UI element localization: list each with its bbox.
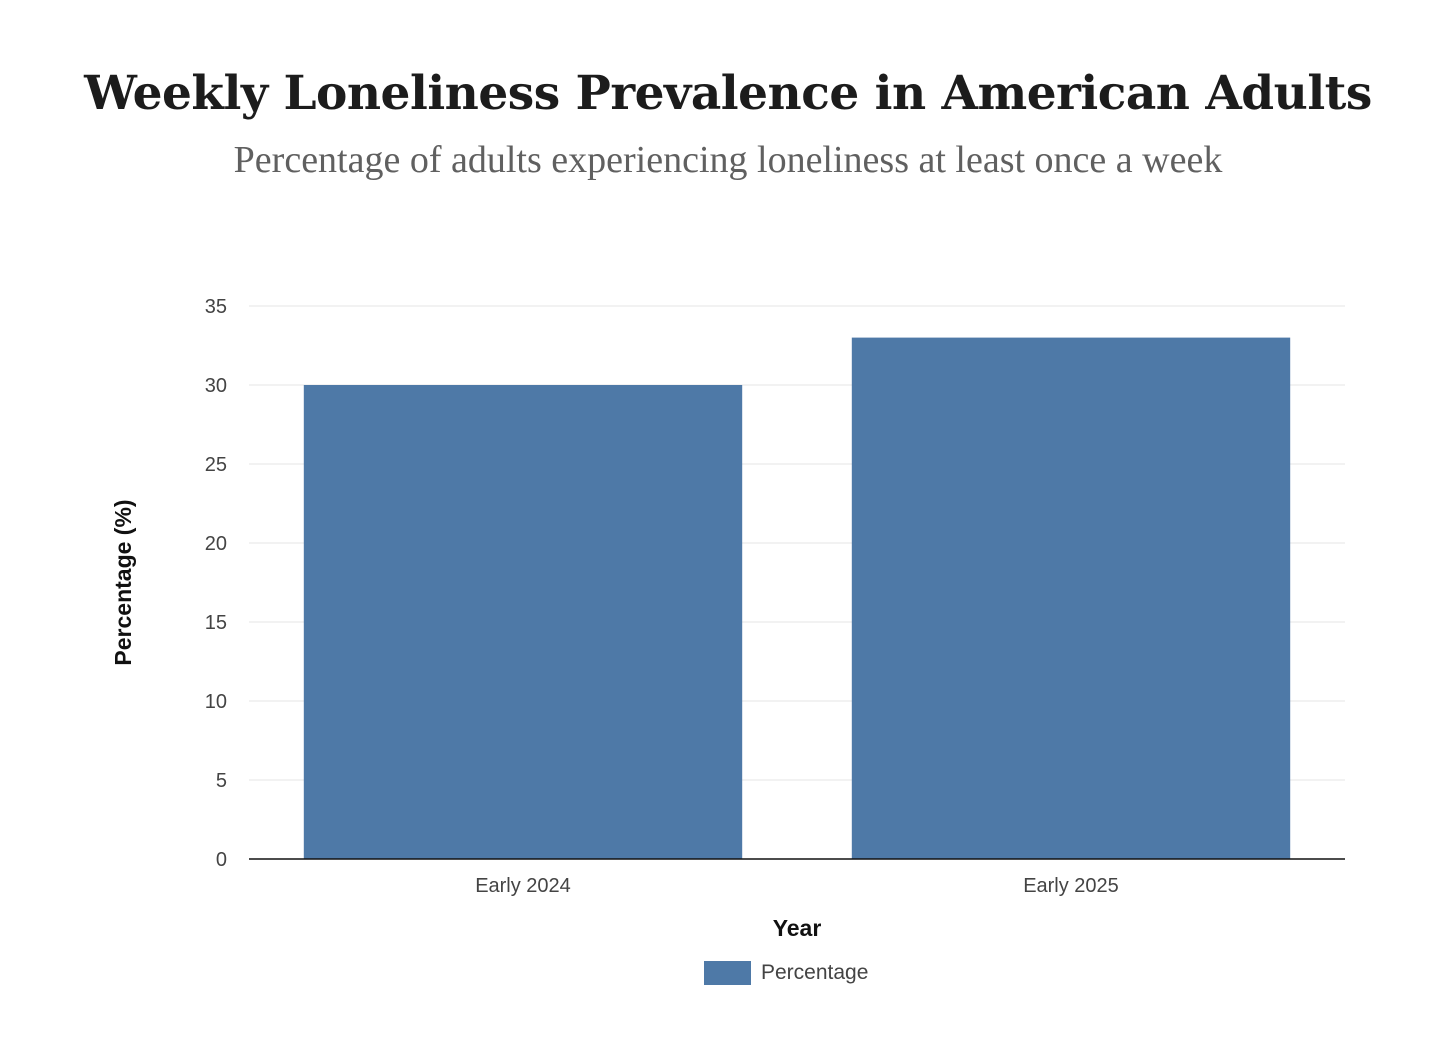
y-tick-label: 35 [205, 296, 227, 318]
y-tick-label: 25 [205, 454, 227, 476]
x-axis-title: Year [773, 915, 822, 941]
y-tick-label: 15 [205, 612, 227, 634]
y-tick-label: 5 [216, 770, 227, 792]
bars [303, 337, 1291, 860]
y-tick-label: 10 [205, 691, 227, 713]
legend-label: Percentage [761, 961, 869, 984]
y-tick-label: 0 [216, 849, 227, 871]
x-axis-ticks: Early 2024 Early 2025 [475, 875, 1119, 897]
y-axis-title: Percentage (%) [110, 499, 136, 665]
x-tick-label: Early 2024 [475, 875, 571, 897]
bar [303, 385, 743, 859]
x-tick-label: Early 2025 [1023, 875, 1119, 897]
y-axis-ticks: 0 5 10 15 20 25 30 35 [205, 296, 227, 871]
chart-subtitle: Percentage of adults experiencing loneli… [233, 139, 1223, 181]
y-tick-label: 20 [205, 533, 227, 555]
chart-title: Weekly Loneliness Prevalence in American… [84, 66, 1372, 121]
legend-swatch [704, 961, 751, 985]
legend: Percentage [704, 958, 868, 988]
bar [851, 337, 1291, 860]
y-tick-label: 30 [205, 375, 227, 397]
